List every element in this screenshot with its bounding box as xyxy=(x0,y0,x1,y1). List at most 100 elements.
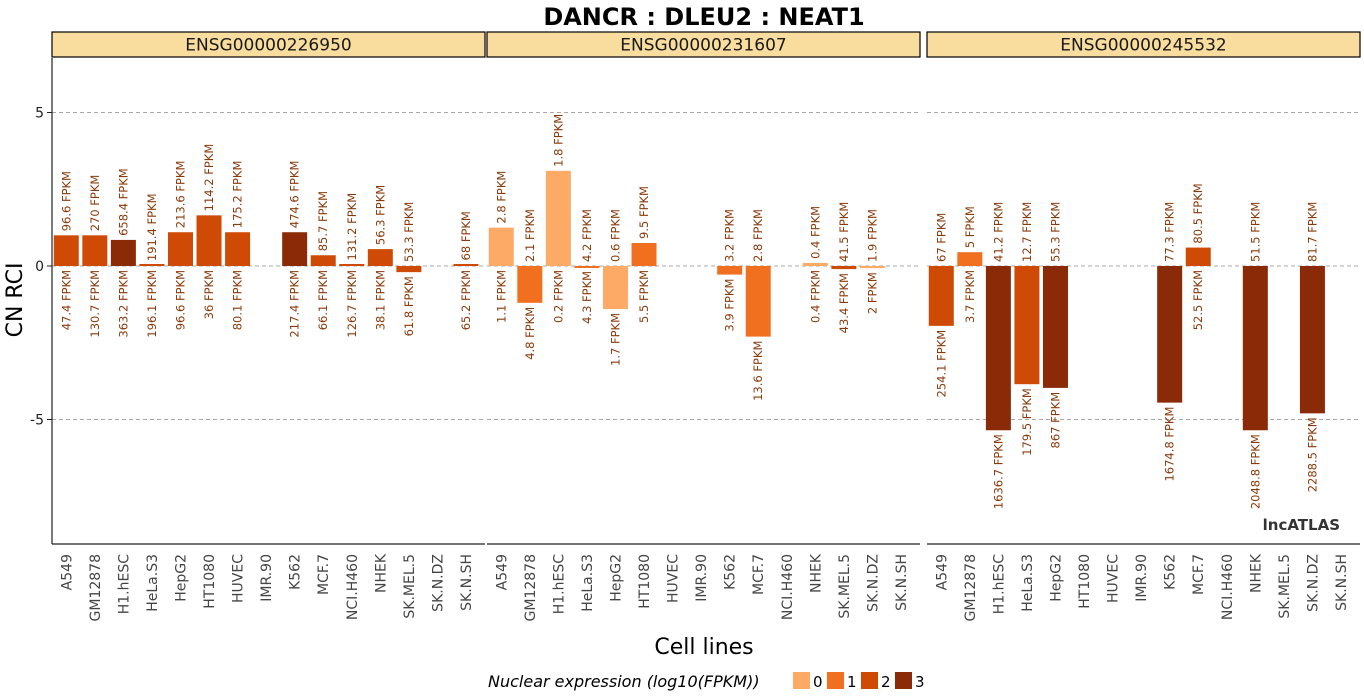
top-value-label: 85.7 FPKM xyxy=(316,191,330,251)
chart-title: DANCR : DLEU2 : NEAT1 xyxy=(543,3,864,31)
legend-item-label: 3 xyxy=(915,673,925,691)
x-tick-label: NCI.H460 xyxy=(780,554,796,620)
panels: ENSG00000226950 96.6 FPKM 47.4 FPKM A549 270… xyxy=(51,31,1361,621)
x-tick-label: MCF.7 xyxy=(316,554,332,595)
x-tick-label: HT1080 xyxy=(637,554,653,609)
bottom-value-label: 1636.7 FPKM xyxy=(991,434,1005,509)
top-value-label: 96.6 FPKM xyxy=(59,171,73,231)
bar-H1.hESC xyxy=(545,170,571,266)
bar-HeLa.S3 xyxy=(139,264,165,266)
bottom-value-label: 61.8 FPKM xyxy=(402,276,416,336)
bottom-value-label: 0.2 FPKM xyxy=(551,270,565,323)
bottom-value-label: 2048.8 FPKM xyxy=(1248,434,1262,509)
bar-GM12878 xyxy=(517,266,543,303)
watermark-label: lncATLAS xyxy=(1263,516,1340,534)
top-value-label: 658.4 FPKM xyxy=(116,168,130,236)
bottom-value-label: 5.5 FPKM xyxy=(637,270,651,323)
top-value-label: 2.8 FPKM xyxy=(751,209,765,262)
legend-item-label: 0 xyxy=(813,673,823,691)
panel-ENSG00000231607: ENSG00000231607 2.8 FPKM 1.1 FPKM A549 2.1 F… xyxy=(486,31,921,621)
top-value-label: 41.2 FPKM xyxy=(991,202,1005,262)
x-tick-label: HeLa.S3 xyxy=(580,554,596,612)
strip-header xyxy=(51,31,486,58)
bar-SK.MEL.5 xyxy=(831,266,857,270)
bar-H1.hESC xyxy=(110,239,136,266)
top-value-label: 213.6 FPKM xyxy=(173,161,187,229)
bottom-value-label: 1674.8 FPKM xyxy=(1163,407,1177,482)
x-tick-label: SK.N.DZ xyxy=(430,554,446,612)
bottom-value-label: 36 FPKM xyxy=(202,270,216,319)
y-tick-label: 0 xyxy=(35,259,44,275)
x-tick-label: HT1080 xyxy=(1077,554,1093,609)
x-tick-label: SK.N.SH xyxy=(1334,554,1350,611)
bar-NCI.H460 xyxy=(339,264,365,266)
bar-MCF.7 xyxy=(745,266,771,337)
top-value-label: 175.2 FPKM xyxy=(231,161,245,229)
strip-header xyxy=(486,31,921,58)
x-tick-label: A549 xyxy=(934,554,950,590)
top-value-label: 53.3 FPKM xyxy=(402,202,416,262)
bar-NHEK xyxy=(802,262,828,266)
bottom-value-label: 867 FPKM xyxy=(1048,392,1062,449)
x-tick-label: NHEK xyxy=(808,553,824,593)
panel-ENSG00000226950: ENSG00000226950 96.6 FPKM 47.4 FPKM A549 270… xyxy=(51,31,486,621)
bottom-value-label: 4.3 FPKM xyxy=(580,271,594,324)
bottom-value-label: 1.7 FPKM xyxy=(608,313,622,366)
bar-SK.MEL.5 xyxy=(396,266,422,273)
top-value-label: 0.6 FPKM xyxy=(608,209,622,262)
top-value-label: 12.7 FPKM xyxy=(1020,202,1034,262)
top-value-label: 474.6 FPKM xyxy=(288,161,302,229)
bar-K562 xyxy=(282,232,308,266)
bar-HUVEC xyxy=(225,232,251,266)
top-value-label: 131.2 FPKM xyxy=(345,193,359,261)
bar-MCF.7 xyxy=(310,255,336,266)
bottom-value-label: 196.1 FPKM xyxy=(145,270,159,338)
x-tick-label: SK.MEL.5 xyxy=(837,554,853,619)
bar-NHEK xyxy=(367,249,393,266)
bottom-value-label: 2288.5 FPKM xyxy=(1305,417,1319,492)
x-tick-label: H1.hESC xyxy=(551,554,567,614)
legend: Nuclear expression (log10(FPKM)) 0 1 2 3 xyxy=(488,672,925,691)
bottom-value-label: 217.4 FPKM xyxy=(288,270,302,338)
x-tick-label: HeLa.S3 xyxy=(1020,554,1036,612)
bottom-value-label: 126.7 FPKM xyxy=(345,270,359,338)
x-tick-label: NCI.H460 xyxy=(345,554,361,620)
strip-label: ENSG00000231607 xyxy=(620,36,786,56)
x-tick-label: SK.N.DZ xyxy=(865,554,881,612)
x-tick-label: IMR.90 xyxy=(1134,554,1150,602)
top-value-label: 55.3 FPKM xyxy=(1048,202,1062,262)
top-value-label: 114.2 FPKM xyxy=(202,144,216,212)
bottom-value-label: 38.1 FPKM xyxy=(373,270,387,330)
legend-swatch xyxy=(793,672,810,689)
bar-K562 xyxy=(717,266,743,275)
x-tick-label: HeLa.S3 xyxy=(145,554,161,612)
x-tick-label: H1.hESC xyxy=(991,554,1007,614)
top-value-label: 3.2 FPKM xyxy=(723,209,737,262)
top-value-label: 1.9 FPKM xyxy=(865,209,879,262)
bottom-value-label: 66.1 FPKM xyxy=(316,270,330,330)
top-value-label: 0.4 FPKM xyxy=(808,206,822,259)
bottom-value-label: 179.5 FPKM xyxy=(1020,388,1034,456)
bottom-value-label: 4.8 FPKM xyxy=(523,307,537,360)
top-value-label: 2.8 FPKM xyxy=(494,171,508,224)
x-tick-label: MCF.7 xyxy=(1191,554,1207,595)
strip-header xyxy=(926,31,1361,58)
y-axis: 5 0 -5 xyxy=(30,58,53,544)
x-tick-label: HepG2 xyxy=(608,554,624,602)
bottom-value-label: 96.6 FPKM xyxy=(173,270,187,330)
top-value-label: 41.5 FPKM xyxy=(837,202,851,262)
legend-title: Nuclear expression (log10(FPKM)) xyxy=(488,672,760,691)
top-value-label: 51.5 FPKM xyxy=(1248,202,1262,262)
bottom-value-label: 65.2 FPKM xyxy=(459,270,473,330)
bar-GM12878 xyxy=(82,235,108,266)
x-tick-label: NHEK xyxy=(373,553,389,593)
top-value-label: 67 FPKM xyxy=(934,213,948,262)
x-tick-label: H1.hESC xyxy=(116,554,132,614)
top-value-label: 4.2 FPKM xyxy=(580,209,594,262)
x-tick-label: HUVEC xyxy=(1106,554,1122,603)
top-value-label: 270 FPKM xyxy=(88,175,102,232)
top-value-label: 80.5 FPKM xyxy=(1191,183,1205,243)
bar-K562 xyxy=(1157,266,1183,403)
legend-swatch xyxy=(827,672,844,689)
